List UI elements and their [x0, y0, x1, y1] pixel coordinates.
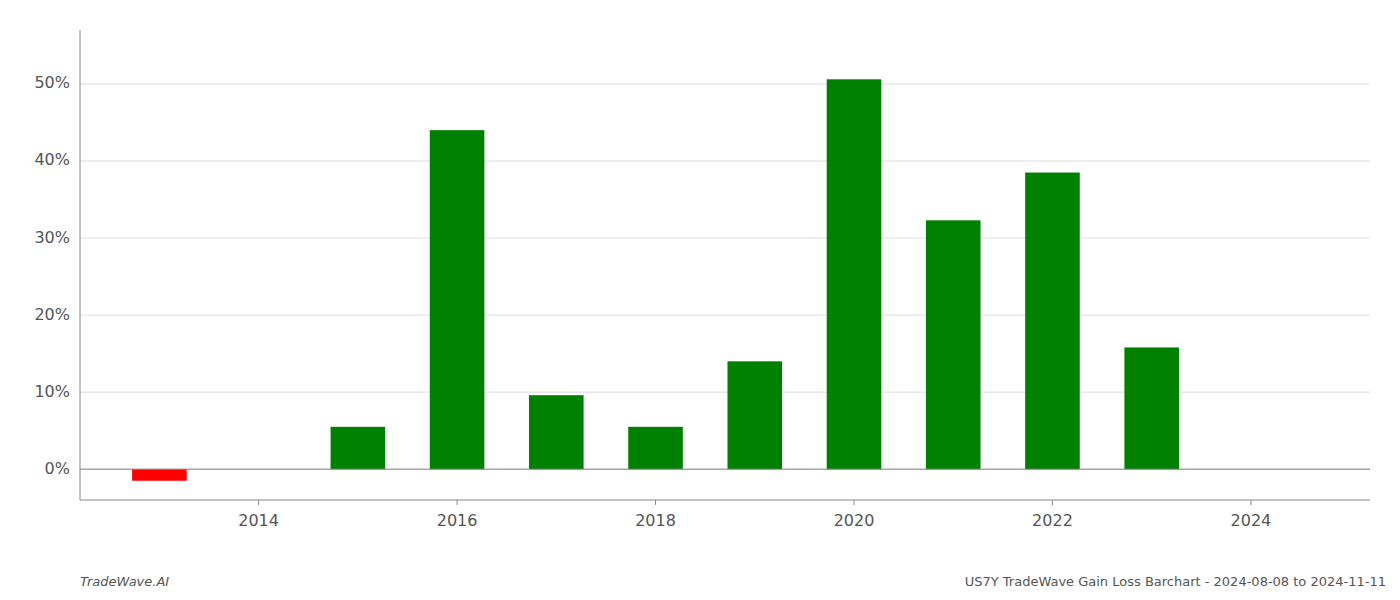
- footer-right: US7Y TradeWave Gain Loss Barchart - 2024…: [965, 574, 1386, 589]
- y-tick-label: 0%: [45, 459, 70, 478]
- grid-line: [80, 83, 1370, 84]
- bar: [827, 79, 882, 469]
- x-tick: [854, 500, 855, 505]
- x-tick: [1052, 500, 1053, 505]
- x-tick-label: 2016: [437, 511, 478, 530]
- x-tick-label: 2024: [1231, 511, 1272, 530]
- bar: [926, 220, 981, 469]
- grid-line: [80, 315, 1370, 316]
- bar: [529, 395, 584, 469]
- footer-left: TradeWave.AI: [80, 574, 169, 589]
- bar: [727, 361, 782, 469]
- y-axis-line: [80, 30, 81, 500]
- bar: [1124, 347, 1179, 469]
- y-tick-label: 20%: [34, 305, 70, 324]
- y-tick-label: 10%: [34, 382, 70, 401]
- y-tick-label: 30%: [34, 228, 70, 247]
- grid-line: [80, 160, 1370, 161]
- x-tick: [655, 500, 656, 505]
- x-tick-label: 2022: [1032, 511, 1073, 530]
- y-tick-label: 50%: [34, 73, 70, 92]
- x-axis-line: [80, 500, 1370, 501]
- grid-line: [80, 469, 1370, 470]
- y-tick-label: 40%: [34, 150, 70, 169]
- x-tick: [258, 500, 259, 505]
- bar: [430, 130, 485, 469]
- bar: [1025, 173, 1080, 470]
- bar: [331, 427, 386, 469]
- bar: [132, 469, 187, 481]
- x-tick-label: 2018: [635, 511, 676, 530]
- bar: [628, 427, 683, 469]
- zero-line: [80, 469, 1370, 470]
- x-tick: [457, 500, 458, 505]
- x-tick: [1250, 500, 1251, 505]
- chart: 0% 10% 20% 30% 40% 50% 2014 2016 2018 2020 2022 202…: [0, 0, 1400, 600]
- x-tick-label: 2020: [834, 511, 875, 530]
- grid-line: [80, 238, 1370, 239]
- bars: [132, 79, 1179, 480]
- x-tick-label: 2014: [238, 511, 279, 530]
